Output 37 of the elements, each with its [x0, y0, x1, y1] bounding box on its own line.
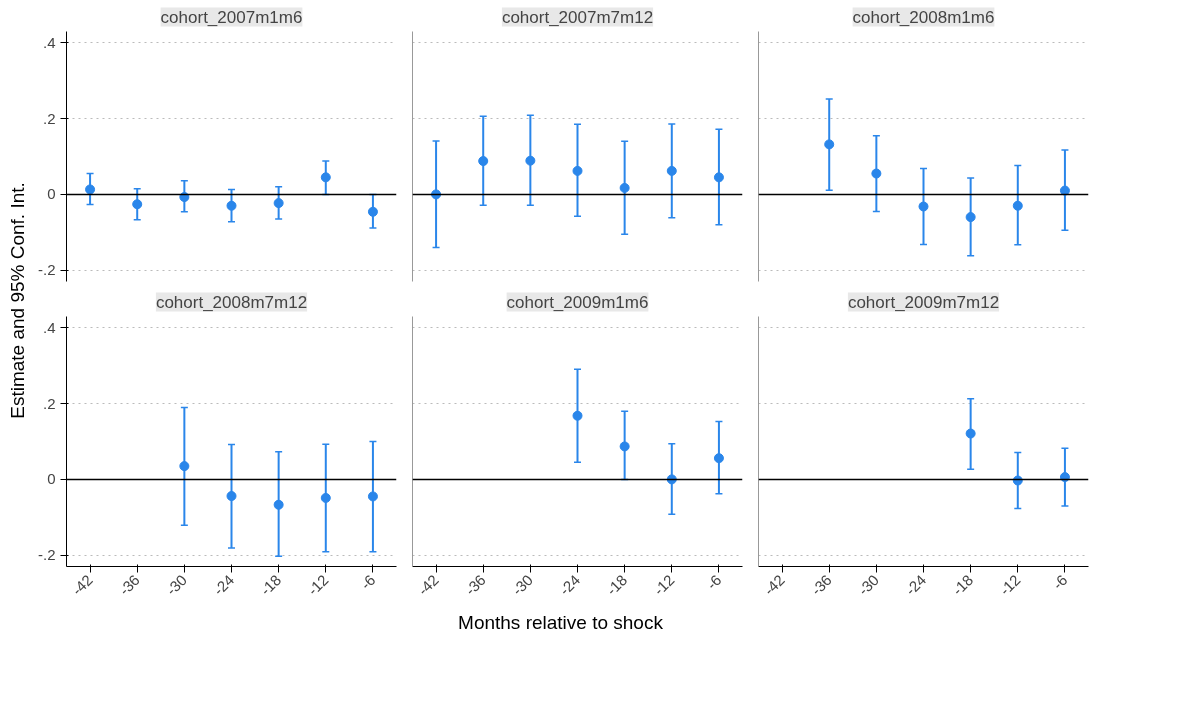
chart-title: cohort_2007m7m12: [501, 7, 654, 27]
y-tick-label: 0: [47, 185, 56, 203]
chart-title: cohort_2007m1m6: [160, 7, 303, 27]
x-tick-label: -42: [68, 571, 96, 599]
x-tick-label: -24: [555, 571, 584, 599]
x-tick-label: -30: [162, 571, 191, 599]
y-tick-label: .2: [42, 394, 56, 412]
y-tick-label: .2: [42, 109, 56, 127]
x-tick-label: -36: [461, 571, 489, 599]
x-tick-label: -6: [1049, 571, 1071, 593]
x-tick-label: -12: [996, 571, 1024, 599]
x-tick-label: -24: [209, 571, 238, 599]
x-tick-label: -30: [854, 571, 883, 599]
chart-title: cohort_2008m7m12: [155, 292, 308, 312]
x-tick-label: -42: [414, 571, 442, 599]
y-tick-label: .4: [42, 33, 56, 51]
y-tick-label: -.2: [38, 546, 56, 564]
x-tick-label: -6: [357, 571, 379, 593]
chart-title: cohort_2008m1m6: [852, 7, 995, 27]
x-tick-label: -12: [650, 571, 678, 599]
x-tick-label: -18: [948, 571, 977, 599]
x-tick-label: -18: [602, 571, 631, 599]
chart-title: cohort_2009m7m12: [847, 292, 1000, 312]
x-tick-label: -42: [760, 571, 788, 599]
y-tick-label: -.2: [38, 261, 56, 279]
x-tick-label: -18: [256, 571, 285, 599]
y-axis-title: Estimate and 95% Conf. Int.: [7, 182, 28, 419]
x-tick-label: -30: [508, 571, 537, 599]
y-tick-label: 0: [47, 470, 56, 488]
x-axis-title: Months relative to shock: [458, 612, 664, 633]
x-tick-label: -24: [901, 571, 930, 599]
y-tick-label: .4: [42, 318, 56, 336]
x-tick-label: -12: [304, 571, 332, 599]
x-tick-label: -36: [807, 571, 835, 599]
x-tick-label: -6: [703, 571, 725, 593]
chart-title: cohort_2009m1m6: [506, 292, 649, 312]
x-tick-label: -36: [115, 571, 143, 599]
